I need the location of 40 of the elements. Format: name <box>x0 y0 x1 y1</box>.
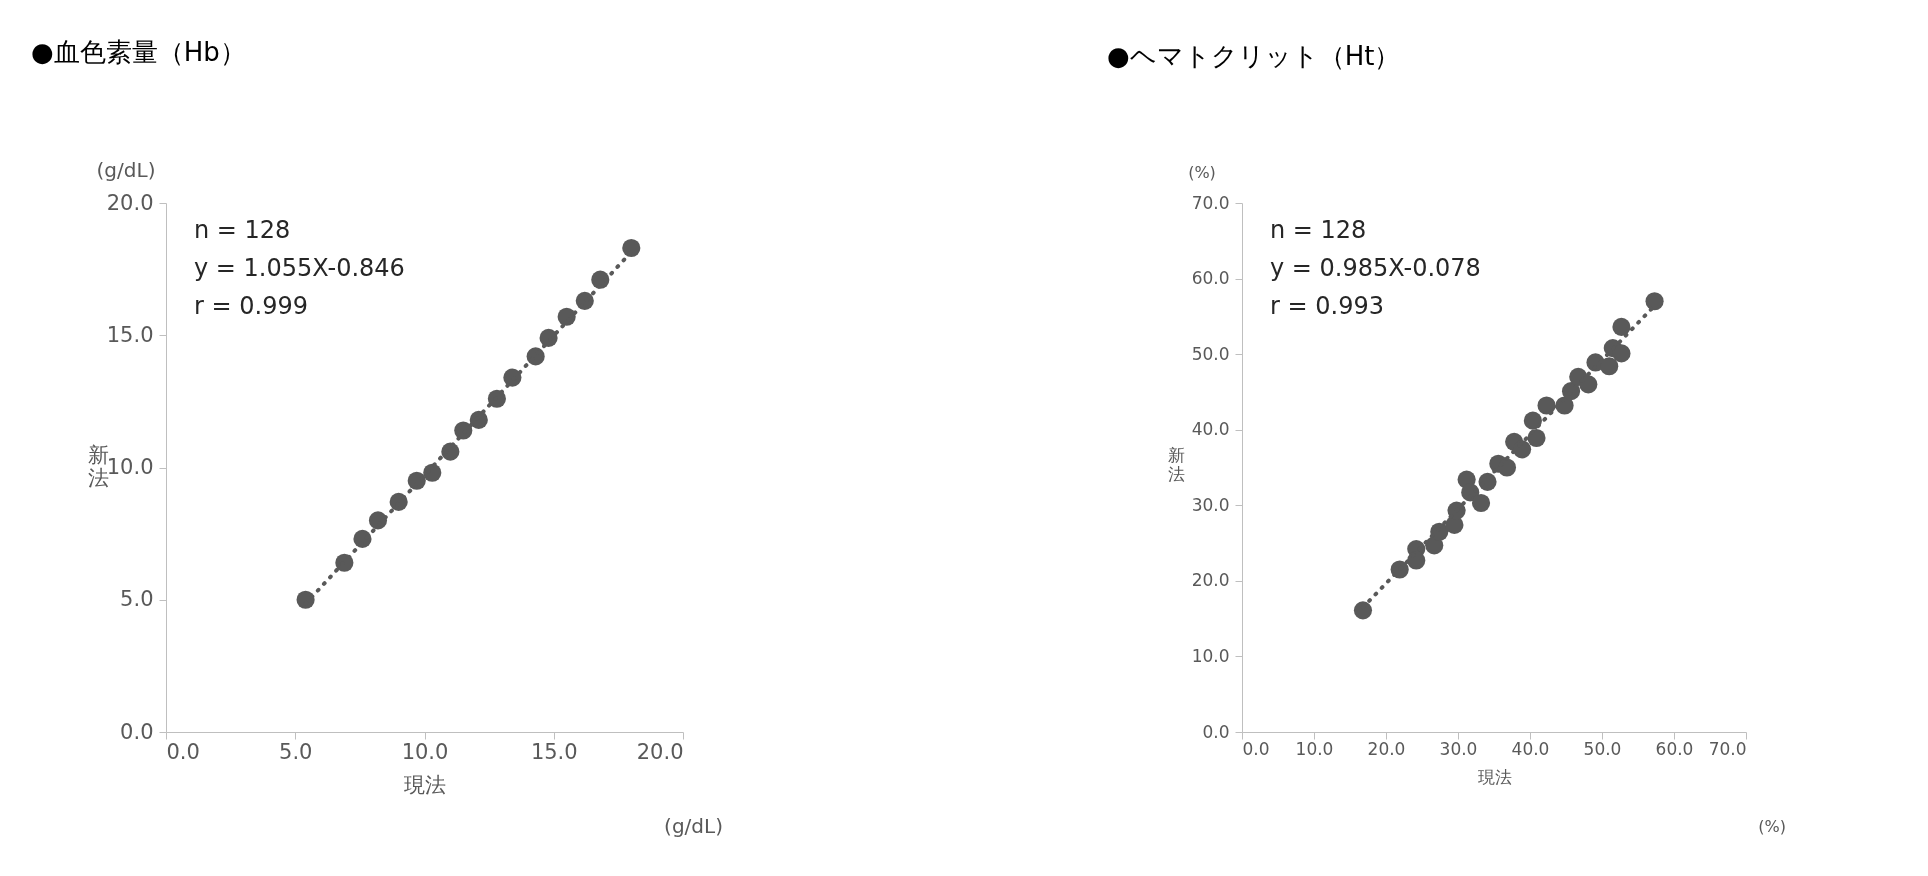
annotation: y = 1.055X-0.846 <box>194 254 405 282</box>
x-axis-title: 現法 <box>1477 766 1512 787</box>
y-tick-label: 50.0 <box>1191 343 1230 364</box>
x-tick-label: 20.0 <box>636 739 684 764</box>
annotation: n = 128 <box>194 216 291 244</box>
y-tick-label: 5.0 <box>120 587 154 612</box>
y-tick-label: 60.0 <box>1191 268 1230 289</box>
text: (g/dL) <box>96 158 156 182</box>
text: (g/dL) <box>664 814 723 838</box>
x-tick-label: 70.0 <box>1708 738 1747 759</box>
y-tick-label: 20.0 <box>106 190 154 215</box>
x-tick-label: 50.0 <box>1583 738 1622 759</box>
x-tick-label: 20.0 <box>1367 738 1406 759</box>
annotation: r = 0.993 <box>1270 292 1384 320</box>
chart-title: ●血色素量（Hb） <box>31 37 246 67</box>
x-tick-label: 40.0 <box>1511 738 1550 759</box>
x-tick-label: 60.0 <box>1655 738 1694 759</box>
x-tick-label: 15.0 <box>530 739 578 764</box>
chart-title: ●ヘマトクリット（Ht） <box>1107 41 1401 71</box>
x-tick-label: 30.0 <box>1439 738 1478 759</box>
y-tick-label: 30.0 <box>1191 494 1230 515</box>
x-tick-label: 10.0 <box>401 739 449 764</box>
y-tick-label: 70.0 <box>1191 192 1230 213</box>
annotation: n = 128 <box>1270 216 1367 244</box>
x-axis-title: 現法 <box>404 772 446 797</box>
text: (%) <box>1188 163 1216 182</box>
x-tick-label: 10.0 <box>1295 738 1334 759</box>
y-tick-label: 40.0 <box>1191 419 1230 440</box>
y-tick-label: 10.0 <box>1191 645 1230 666</box>
annotation: r = 0.999 <box>194 292 308 320</box>
y-tick-label: 0.0 <box>1202 721 1230 742</box>
y-axis-title: 新法 <box>1167 445 1185 484</box>
x-tick-label: 0.0 <box>1242 738 1270 759</box>
annotation: y = 0.985X-0.078 <box>1270 254 1481 282</box>
text: (%) <box>1758 817 1786 836</box>
y-axis-title: 新法 <box>87 443 109 490</box>
x-tick-label: 5.0 <box>279 739 313 764</box>
y-tick-label: 15.0 <box>106 322 154 347</box>
y-tick-label: 20.0 <box>1191 570 1230 591</box>
x-tick-label: 0.0 <box>166 739 200 764</box>
